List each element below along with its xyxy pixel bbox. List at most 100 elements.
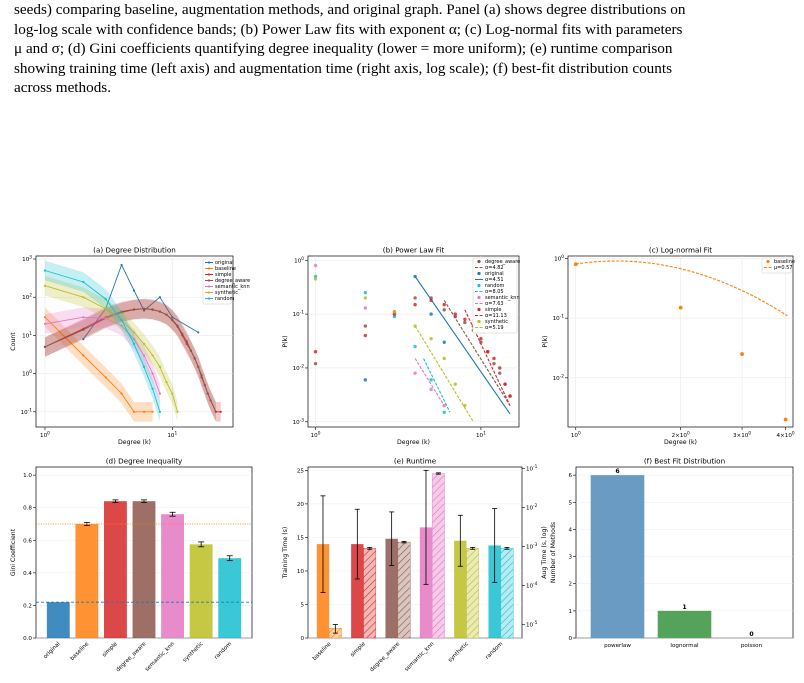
legend-box bbox=[472, 257, 518, 334]
data-point-original bbox=[442, 340, 446, 344]
x-tick-label: simple bbox=[102, 641, 120, 659]
data-point-simple bbox=[313, 350, 318, 354]
x-tick-label: baseline bbox=[69, 641, 90, 662]
y-axis-label-right: Aug Time (s, log) bbox=[541, 526, 548, 579]
data-point-degree_aware bbox=[492, 361, 496, 366]
x-tick-label: lognormal bbox=[670, 643, 699, 649]
panel-d: (d) Degree Inequality Gini Coefficient 0.0… bbox=[10, 457, 253, 673]
data-point-baseline bbox=[82, 354, 85, 357]
data-point-simple bbox=[429, 298, 433, 303]
legend-entry: synthetic bbox=[215, 290, 238, 296]
y-tick-label: 0 bbox=[300, 636, 304, 642]
data-point-synthetic bbox=[442, 356, 446, 361]
data-point-degree_aware bbox=[193, 357, 196, 360]
data-point-degree_aware bbox=[82, 328, 85, 331]
bar-lognormal bbox=[657, 610, 712, 638]
y-tick-label: 10-1 bbox=[293, 310, 305, 319]
panel-title: (f) Best Fit Distribution bbox=[644, 457, 725, 466]
data-point-original bbox=[120, 263, 123, 267]
caption-line: showing training time (left axis) and au… bbox=[14, 59, 672, 77]
train-bar-random bbox=[488, 545, 501, 638]
panel-e: (e) Runtime Training Time (s) Aug Time (s,… bbox=[282, 457, 548, 674]
x-tick-label: 4×100 bbox=[777, 431, 795, 440]
data-point-baseline bbox=[783, 417, 788, 422]
legend-entry: random bbox=[215, 296, 235, 302]
legend-marker bbox=[477, 307, 481, 312]
data-point-semantic_knn bbox=[429, 387, 433, 392]
legend-marker bbox=[766, 259, 770, 264]
y-tick-label-right: 10-4 bbox=[526, 581, 538, 590]
y-tick-label: 100 bbox=[22, 369, 32, 378]
x-tick-label: synthetic bbox=[182, 641, 204, 663]
legend-entry: synthetic bbox=[485, 319, 508, 325]
data-point-random bbox=[429, 378, 433, 382]
legend-marker bbox=[477, 319, 481, 324]
data-point-degree_aware bbox=[442, 308, 446, 312]
legend-entry: original bbox=[215, 260, 234, 266]
bar-powerlaw bbox=[590, 475, 645, 638]
y-axis-label: Count bbox=[10, 332, 17, 351]
data-point-simple bbox=[503, 382, 507, 386]
data-point-simple bbox=[463, 317, 467, 322]
x-tick-label: 101 bbox=[476, 431, 486, 440]
y-tick-label-right: 10-2 bbox=[526, 503, 538, 512]
data-point-semantic_knn bbox=[313, 263, 318, 268]
y-tick-label: 102 bbox=[22, 293, 32, 302]
panel-a: (a) Degree Distribution Degree (k) Count 10… bbox=[10, 246, 250, 447]
data-point-synthetic bbox=[151, 354, 154, 357]
data-point-degree_aware bbox=[171, 318, 174, 321]
y-tick-label: 5 bbox=[300, 602, 304, 608]
x-tick-label: 100 bbox=[40, 431, 50, 440]
data-point-simple bbox=[498, 366, 502, 370]
y-tick-label: 0 bbox=[568, 636, 572, 642]
y-tick-label: 20 bbox=[297, 502, 305, 508]
fit-line-degree_aware bbox=[443, 300, 511, 406]
y-tick-label-right: 10-1 bbox=[526, 464, 538, 473]
bar-value-label: 1 bbox=[682, 604, 686, 611]
y-tick-label: 10-2 bbox=[293, 363, 305, 372]
data-point-degree_aware bbox=[197, 365, 200, 368]
y-axis-label: Number of Methods bbox=[550, 522, 557, 583]
data-point-synthetic bbox=[453, 382, 457, 386]
y-tick-label: 0.2 bbox=[23, 603, 32, 609]
data-point-synthetic bbox=[313, 277, 318, 281]
aug-bar-random bbox=[500, 548, 514, 639]
confidence-band-simple bbox=[45, 299, 221, 422]
x-tick-label: random bbox=[485, 641, 505, 661]
x-tick-label: semantic_knn bbox=[144, 641, 176, 673]
data-point-original bbox=[158, 296, 162, 299]
panel-title: (b) Power Law Fit bbox=[383, 246, 445, 255]
data-point-baseline bbox=[740, 352, 744, 356]
confidence-band-semantic_knn bbox=[45, 307, 160, 404]
x-tick-label: 2×100 bbox=[672, 431, 690, 440]
aug-bar-semantic_knn bbox=[431, 473, 445, 639]
data-point-simple bbox=[479, 336, 483, 341]
panel-c: (c) Log-normal Fit Degree (k) P(k) 10-2 10-1… bbox=[542, 246, 795, 447]
fit-line-simple bbox=[464, 309, 511, 406]
x-axis-label: Degree (k) bbox=[397, 439, 430, 446]
caption-line: log-log scale with confidence bands; (b)… bbox=[14, 20, 683, 38]
data-point-semantic_knn bbox=[120, 324, 123, 327]
data-point-degree_aware bbox=[181, 332, 184, 335]
train-bar-synthetic bbox=[454, 540, 467, 638]
x-tick-label: 3×100 bbox=[733, 431, 751, 440]
legend-marker bbox=[477, 295, 481, 300]
bar-degree_aware bbox=[132, 501, 156, 638]
data-point-semantic_knn bbox=[413, 371, 417, 375]
data-point-random bbox=[363, 290, 368, 295]
data-point-original bbox=[142, 309, 146, 312]
legend-entry: μ=0.57 bbox=[774, 265, 793, 271]
data-point-original bbox=[363, 378, 368, 382]
confidence-band-degree_aware bbox=[45, 299, 216, 422]
legend-entry: semantic_knn bbox=[485, 295, 520, 301]
y-axis-label: Gini Coefficient bbox=[10, 528, 17, 576]
x-tick-label: 101 bbox=[167, 431, 177, 440]
y-tick-label: 4 bbox=[568, 527, 572, 533]
panel-title: (d) Degree Inequality bbox=[106, 457, 183, 466]
x-tick-label: degree_aware bbox=[369, 641, 402, 674]
x-tick-label: original bbox=[43, 641, 62, 660]
caption-line: seeds) comparing baseline, augmentation … bbox=[14, 1, 686, 18]
fit-line-baseline bbox=[575, 260, 788, 317]
data-point-synthetic bbox=[43, 284, 47, 287]
confidence-band-random bbox=[45, 260, 160, 422]
